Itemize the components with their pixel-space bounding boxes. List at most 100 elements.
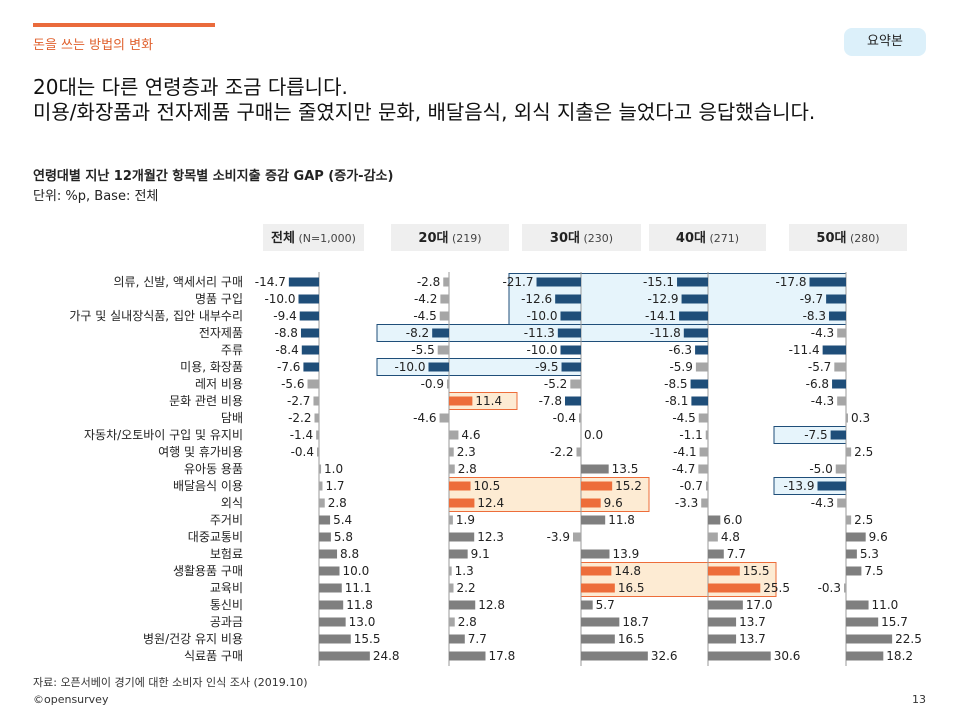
column-header-50대: 50대 (280) (816, 231, 879, 246)
category-label: 전자제품 (199, 326, 243, 340)
data-label: 5.8 (334, 530, 353, 544)
data-label: 1.0 (324, 462, 343, 476)
data-label: -4.5 (413, 309, 436, 323)
data-label: -5.9 (669, 360, 692, 374)
category-label: 식료품 구매 (184, 649, 243, 663)
data-label: -17.8 (775, 275, 806, 289)
bar (679, 311, 708, 321)
bar (690, 379, 708, 389)
bar (832, 379, 846, 389)
data-label: -4.3 (811, 326, 834, 340)
bar (576, 447, 581, 457)
bar (581, 617, 620, 627)
data-label: 2.8 (328, 496, 347, 510)
bar (313, 396, 319, 406)
column-header-전체: 전체 (N=1,000) (271, 230, 356, 246)
bar (449, 583, 454, 593)
chart-unit: 단위: %p, Base: 전체 (33, 189, 159, 204)
data-label: 12.8 (478, 598, 505, 612)
data-label: 12.3 (477, 530, 504, 544)
bar (846, 532, 866, 542)
column-header-bg (391, 224, 509, 251)
column-header-30대: 30대 (230) (550, 231, 613, 246)
data-label: -11.4 (789, 343, 820, 357)
category-label: 공과금 (210, 615, 243, 629)
data-label: 13.5 (612, 462, 639, 476)
data-label: 5.4 (333, 513, 352, 527)
data-label: -12.6 (521, 292, 552, 306)
data-label: -4.5 (672, 411, 695, 425)
bar (303, 362, 319, 372)
data-label: -4.3 (811, 394, 834, 408)
bar (319, 583, 342, 593)
bar (561, 362, 581, 372)
bar (581, 583, 615, 593)
data-label: -7.6 (277, 360, 300, 374)
bar (300, 328, 319, 338)
bar (837, 396, 846, 406)
data-label: 1.9 (456, 513, 475, 527)
bar (319, 532, 331, 542)
bar (319, 515, 331, 525)
data-label: -3.9 (547, 530, 570, 544)
data-label: 24.8 (373, 649, 400, 663)
bar (822, 345, 846, 355)
data-label: 17.8 (488, 649, 515, 663)
data-label: 11.8 (346, 598, 373, 612)
bar (581, 481, 613, 491)
data-label: -5.0 (809, 462, 832, 476)
data-label: 7.7 (727, 547, 746, 561)
data-label: -8.4 (275, 343, 298, 357)
data-label: -5.5 (411, 343, 434, 357)
data-label: -14.7 (255, 275, 286, 289)
bar (449, 600, 476, 610)
bar (846, 515, 852, 525)
data-label: -21.7 (502, 275, 533, 289)
data-label: -5.7 (808, 360, 831, 374)
data-label: -0.9 (421, 377, 444, 391)
data-label: -10.0 (394, 360, 425, 374)
bar (449, 396, 473, 406)
headline-line-1: 20대는 다른 연령층과 조금 다릅니다. (33, 75, 348, 99)
data-label: -8.3 (803, 309, 826, 323)
bar (447, 379, 449, 389)
data-label: 22.5 (895, 632, 922, 646)
category-label: 교육비 (210, 581, 243, 595)
data-label: 0.3 (851, 411, 870, 425)
bar (708, 549, 724, 559)
data-label: 13.7 (739, 632, 766, 646)
summary-badge[interactable]: 요약본 (844, 28, 926, 56)
bar (708, 651, 771, 661)
bar (449, 498, 475, 508)
bar (846, 413, 848, 423)
bar (581, 549, 610, 559)
data-label: 10.0 (343, 564, 370, 578)
bar (449, 447, 454, 457)
page-number: 13 (912, 693, 926, 706)
bar (299, 311, 319, 321)
bar (288, 277, 319, 287)
data-label: 14.8 (614, 564, 641, 578)
bar (581, 566, 612, 576)
bar (319, 566, 340, 576)
data-label: -0.3 (818, 581, 841, 595)
category-label: 자동차/오토바이 구입 및 유지비 (84, 428, 243, 442)
data-label: -12.9 (647, 292, 678, 306)
bar (846, 634, 893, 644)
bar (835, 464, 846, 474)
bar (449, 481, 471, 491)
bar (846, 566, 862, 576)
data-label: -10.0 (526, 309, 557, 323)
data-label: 17.0 (746, 598, 773, 612)
data-label: 11.4 (475, 394, 502, 408)
bar (695, 362, 708, 372)
bar (570, 379, 581, 389)
category-label: 주거비 (210, 513, 243, 527)
data-label: -8.5 (664, 377, 687, 391)
bar (846, 549, 857, 559)
bar (428, 362, 449, 372)
column-header-bg (649, 224, 766, 251)
bar (307, 379, 319, 389)
data-label: -9.7 (800, 292, 823, 306)
